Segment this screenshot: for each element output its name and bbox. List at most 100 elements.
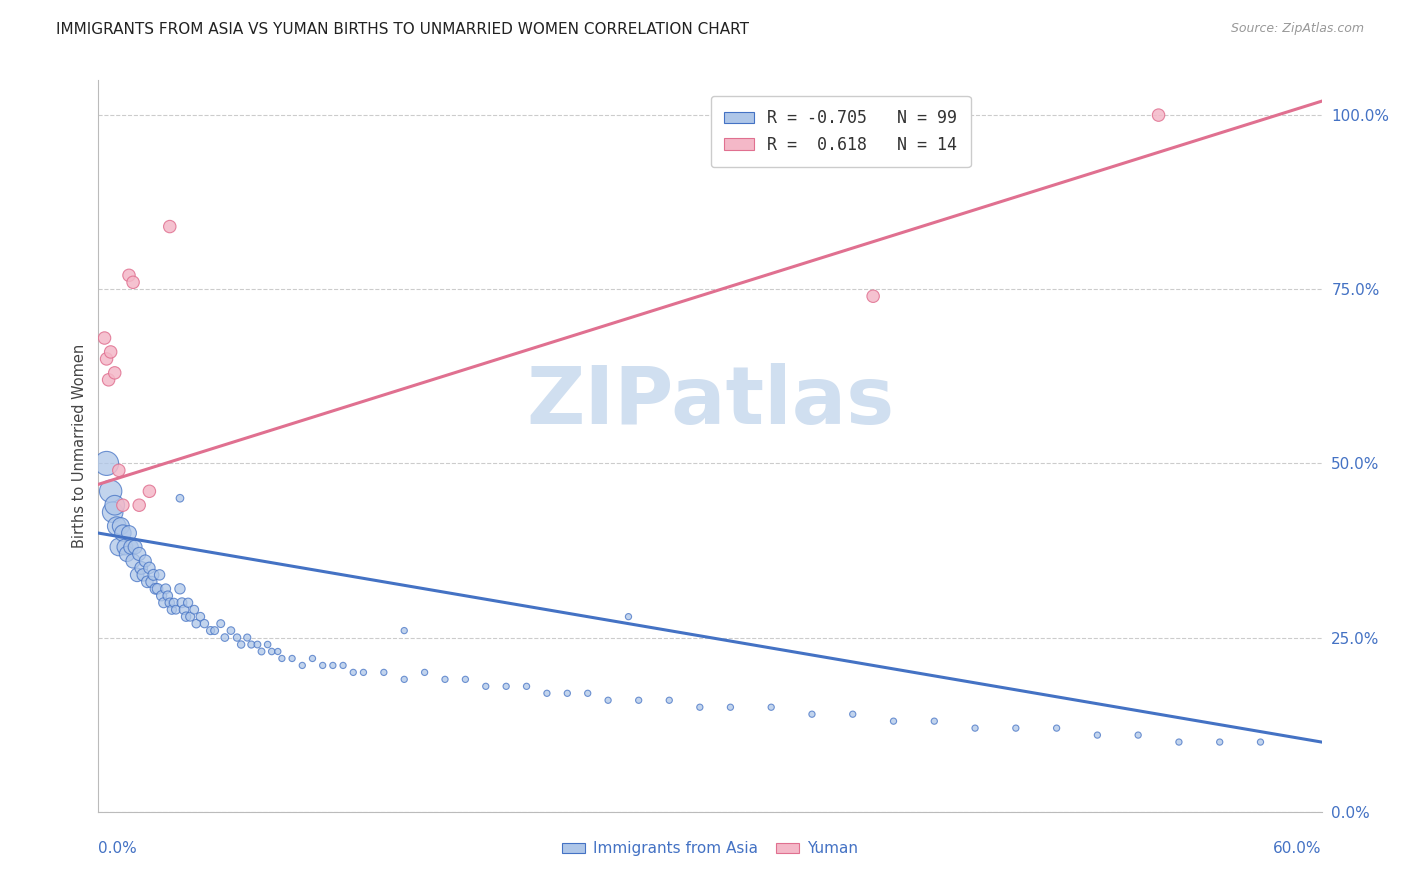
Point xyxy=(256,638,278,652)
Point xyxy=(231,638,253,652)
Point xyxy=(170,596,193,610)
Point xyxy=(1249,735,1271,749)
Point xyxy=(841,707,863,722)
Point xyxy=(495,679,517,693)
Point xyxy=(454,673,477,687)
Point xyxy=(1128,728,1150,742)
Point xyxy=(260,644,283,658)
Point xyxy=(214,631,236,645)
Point xyxy=(267,644,290,658)
Point xyxy=(332,658,354,673)
Point xyxy=(100,345,122,359)
Point xyxy=(108,540,131,554)
Point xyxy=(281,651,304,665)
Point xyxy=(658,693,681,707)
Point xyxy=(883,714,905,728)
Point xyxy=(226,631,249,645)
Point xyxy=(1004,721,1026,735)
Point xyxy=(413,665,436,680)
Point xyxy=(1147,108,1170,122)
Point xyxy=(122,275,145,289)
Point xyxy=(156,589,179,603)
Point xyxy=(1167,735,1189,749)
Point xyxy=(617,609,640,624)
Point xyxy=(246,638,269,652)
Point xyxy=(342,665,364,680)
Point xyxy=(169,582,191,596)
Point xyxy=(124,540,146,554)
Point xyxy=(134,554,156,568)
Point xyxy=(598,693,620,707)
Legend: Immigrants from Asia, Yuman: Immigrants from Asia, Yuman xyxy=(557,836,863,863)
Point xyxy=(118,526,141,541)
Point xyxy=(105,519,128,533)
Point xyxy=(516,679,538,693)
Point xyxy=(236,631,259,645)
Point xyxy=(373,665,395,680)
Point xyxy=(96,351,118,366)
Point xyxy=(209,616,232,631)
Point xyxy=(392,624,416,638)
Point xyxy=(576,686,599,700)
Point xyxy=(219,624,242,638)
Point xyxy=(150,589,173,603)
Point xyxy=(127,567,149,582)
Point xyxy=(557,686,579,700)
Point xyxy=(322,658,344,673)
Point xyxy=(128,547,150,561)
Point xyxy=(104,498,127,512)
Point xyxy=(160,603,183,617)
Point xyxy=(352,665,374,680)
Point xyxy=(120,540,142,554)
Point xyxy=(392,673,416,687)
Point xyxy=(177,596,200,610)
Point xyxy=(101,505,124,519)
Point xyxy=(291,658,314,673)
Point xyxy=(169,491,191,506)
Point xyxy=(1209,735,1232,749)
Point xyxy=(186,616,208,631)
Y-axis label: Births to Unmarried Women: Births to Unmarried Women xyxy=(72,344,87,548)
Point xyxy=(136,574,159,589)
Point xyxy=(200,624,222,638)
Point xyxy=(474,679,498,693)
Point xyxy=(240,638,263,652)
Point xyxy=(110,519,132,533)
Point xyxy=(118,268,141,283)
Point xyxy=(922,714,945,728)
Point xyxy=(173,603,195,617)
Point xyxy=(862,289,884,303)
Point xyxy=(801,707,824,722)
Point xyxy=(138,484,160,499)
Point xyxy=(312,658,335,673)
Point xyxy=(142,567,165,582)
Point xyxy=(96,457,118,471)
Text: Source: ZipAtlas.com: Source: ZipAtlas.com xyxy=(1230,22,1364,36)
Point xyxy=(128,498,150,512)
Point xyxy=(174,609,197,624)
Point xyxy=(159,219,181,234)
Point xyxy=(250,644,273,658)
Point xyxy=(141,574,163,589)
Point xyxy=(129,561,152,575)
Point xyxy=(114,540,136,554)
Point xyxy=(122,554,145,568)
Point xyxy=(204,624,226,638)
Point xyxy=(1085,728,1108,742)
Point xyxy=(146,582,169,596)
Point xyxy=(111,498,134,512)
Point xyxy=(720,700,742,714)
Point xyxy=(111,526,134,541)
Point xyxy=(97,373,120,387)
Point xyxy=(100,484,122,499)
Text: 60.0%: 60.0% xyxy=(1274,841,1322,856)
Point xyxy=(145,582,167,596)
Text: IMMIGRANTS FROM ASIA VS YUMAN BIRTHS TO UNMARRIED WOMEN CORRELATION CHART: IMMIGRANTS FROM ASIA VS YUMAN BIRTHS TO … xyxy=(56,22,749,37)
Point xyxy=(132,567,155,582)
Point xyxy=(138,561,160,575)
Text: ZIPatlas: ZIPatlas xyxy=(526,363,894,442)
Point xyxy=(104,366,127,380)
Point xyxy=(115,547,138,561)
Point xyxy=(627,693,650,707)
Point xyxy=(689,700,711,714)
